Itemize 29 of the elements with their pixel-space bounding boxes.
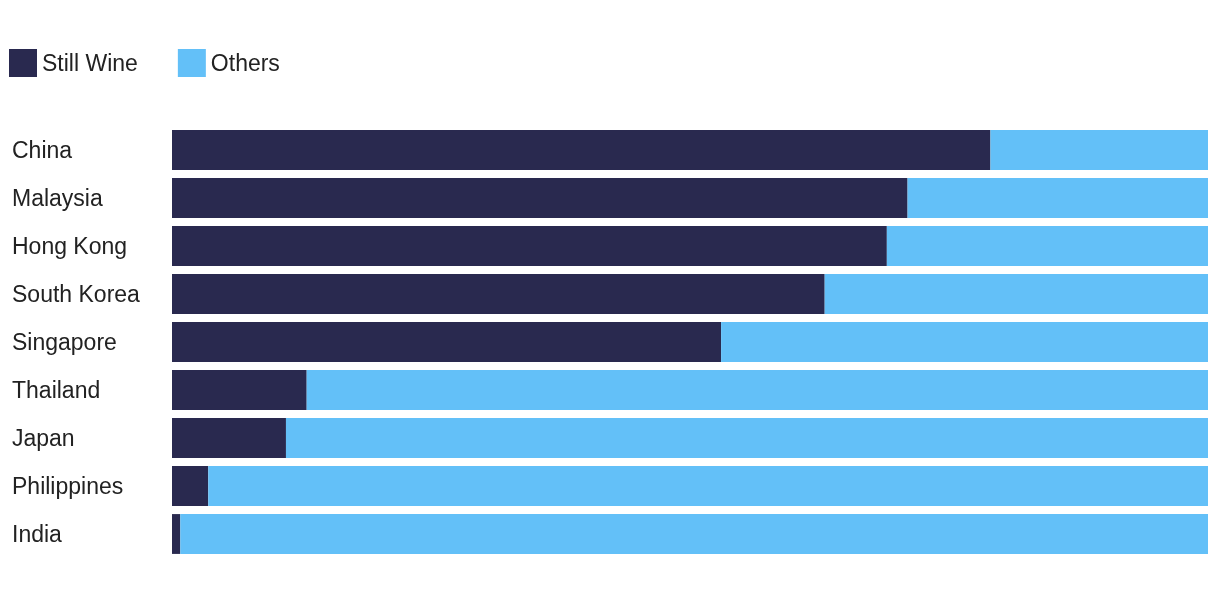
bar bbox=[172, 418, 286, 458]
y-tick-label: Hong Kong bbox=[12, 233, 128, 259]
bar bbox=[172, 466, 209, 506]
y-tick-label: Japan bbox=[12, 425, 75, 451]
bar bbox=[172, 274, 825, 314]
bar bbox=[172, 226, 887, 266]
y-tick-label: China bbox=[12, 137, 73, 163]
bar bbox=[990, 130, 1208, 170]
bar bbox=[824, 274, 1208, 314]
bar bbox=[285, 418, 1208, 458]
bar bbox=[721, 322, 1208, 362]
y-tick-label: Singapore bbox=[12, 329, 117, 355]
bar bbox=[172, 370, 307, 410]
y-tick-label: South Korea bbox=[12, 281, 141, 307]
y-tick-label: Philippines bbox=[12, 473, 124, 499]
bar bbox=[907, 178, 1208, 218]
legend-label: Still Wine bbox=[42, 50, 138, 76]
bar bbox=[180, 514, 1208, 554]
bar bbox=[172, 178, 908, 218]
bar bbox=[172, 514, 181, 554]
bar bbox=[306, 370, 1208, 410]
legend-label: Others bbox=[210, 50, 280, 76]
bar bbox=[172, 130, 991, 170]
y-tick-label: Malaysia bbox=[12, 185, 103, 211]
bar bbox=[208, 466, 1208, 506]
y-tick-label: India bbox=[12, 521, 63, 547]
y-tick-label: Thailand bbox=[12, 377, 101, 403]
bar bbox=[886, 226, 1208, 266]
bar bbox=[172, 322, 722, 362]
